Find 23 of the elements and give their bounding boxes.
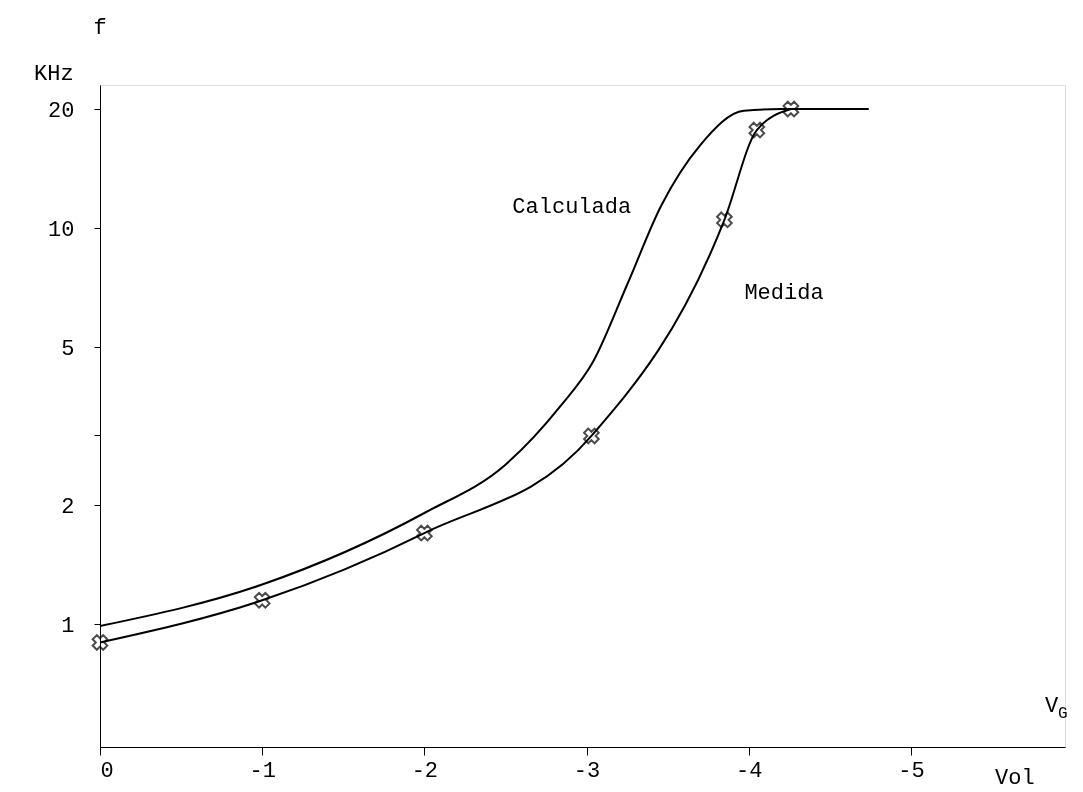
series-label: Calculada <box>512 194 632 220</box>
x-tick-label: -1 <box>249 758 276 784</box>
y-tick-label: 2 <box>61 494 75 520</box>
y-tick-label: 5 <box>61 336 75 362</box>
text: Vol <box>995 766 1035 791</box>
point <box>748 121 766 139</box>
y-axis-title: f <box>93 16 107 41</box>
series-label: Medida <box>744 280 824 306</box>
point <box>91 634 109 651</box>
point <box>583 427 600 445</box>
point <box>716 211 733 229</box>
y-tick-label: 10 <box>48 217 75 243</box>
y-tick-label: 20 <box>48 98 75 124</box>
x-tick-label: -4 <box>736 758 763 784</box>
x-tick-label: -2 <box>411 758 439 784</box>
y-tick-label: 1 <box>61 613 75 639</box>
point <box>782 100 800 118</box>
x-tick-label: -3 <box>573 758 601 784</box>
point <box>253 591 271 609</box>
text: KHz <box>34 62 74 87</box>
x-tick-label: -5 <box>898 758 925 784</box>
x-tick-label: 0 <box>100 758 114 784</box>
point <box>416 524 433 542</box>
